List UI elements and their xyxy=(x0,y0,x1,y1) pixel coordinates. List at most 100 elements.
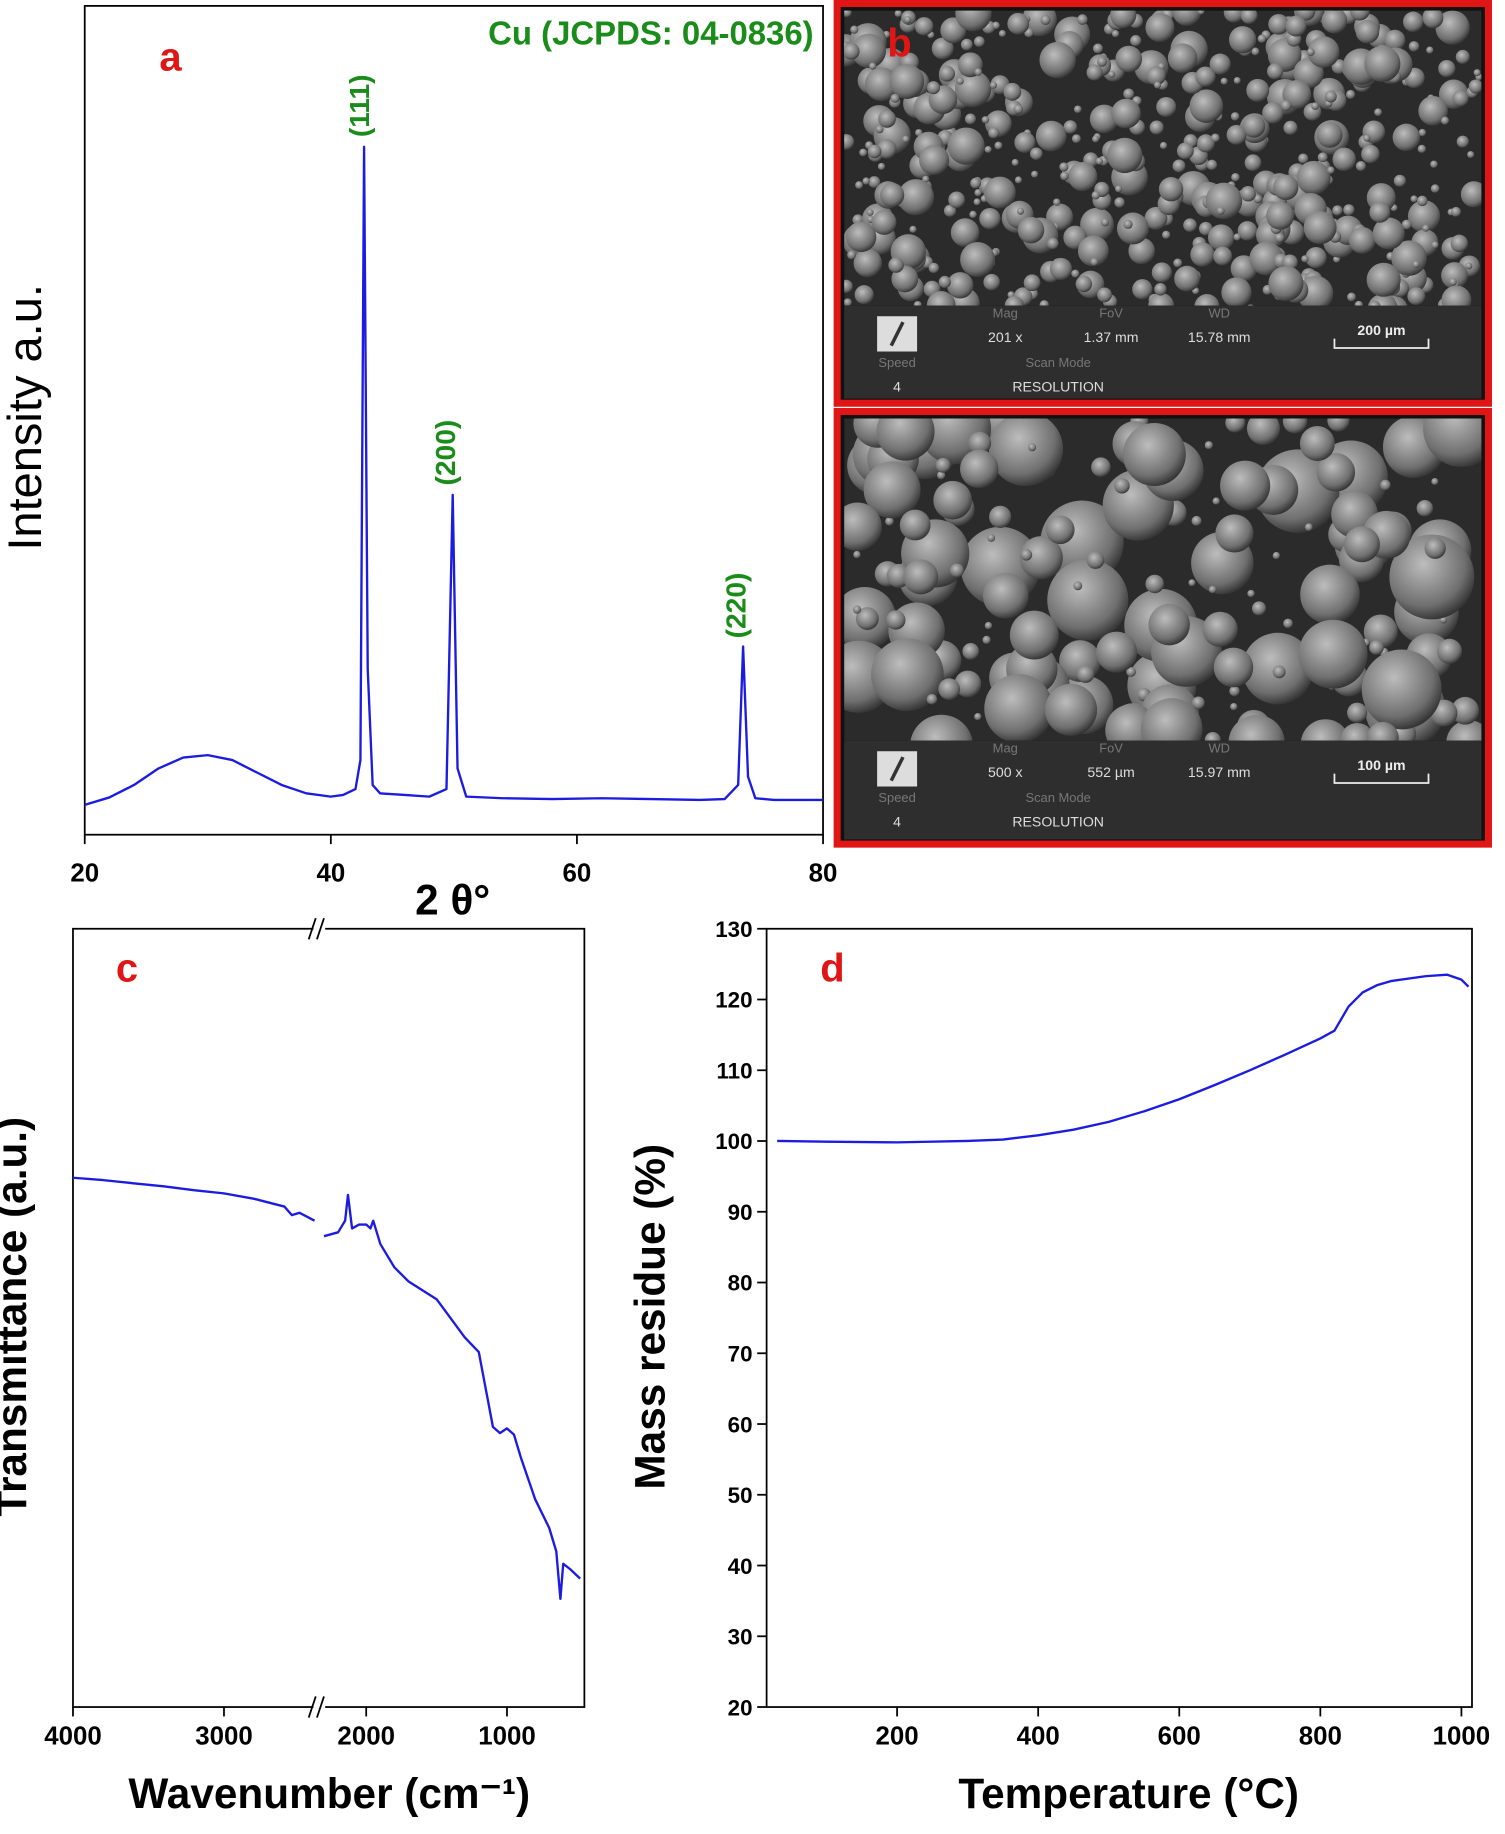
y-tick-label: 60 xyxy=(728,1412,753,1437)
sem-particle xyxy=(1343,204,1355,216)
sem-particle xyxy=(867,144,882,159)
sem-particle xyxy=(1073,581,1083,591)
sem-particle xyxy=(1347,702,1368,723)
sem-particle xyxy=(1077,14,1088,25)
sem-particle xyxy=(1092,135,1100,143)
sem-particle xyxy=(1233,76,1241,85)
sem-particle xyxy=(913,300,922,306)
sem-particle xyxy=(1035,120,1067,152)
plot-frame xyxy=(72,927,586,1708)
sem-particle xyxy=(1014,176,1023,184)
sem-field-value: 15.97 mm xyxy=(1188,764,1251,780)
sem-particle xyxy=(844,10,852,18)
sem-particle xyxy=(1430,160,1438,169)
y-tick-label: 40 xyxy=(728,1554,753,1579)
sem-particle xyxy=(1154,283,1167,296)
sem-particle xyxy=(1468,79,1482,94)
sem-particle xyxy=(1014,131,1036,153)
sem-particle xyxy=(1361,649,1442,730)
sem-particle xyxy=(1167,43,1198,73)
sem-image xyxy=(844,418,1482,741)
sem-particle xyxy=(1097,287,1112,303)
sem-particle xyxy=(1108,70,1116,78)
sem-particle xyxy=(970,177,981,189)
x-tick-label: 800 xyxy=(1299,1723,1342,1751)
sem-particle xyxy=(877,139,897,159)
sem-particle xyxy=(1251,47,1260,56)
y-tick-label: 80 xyxy=(728,1271,753,1296)
peak-label: (220) xyxy=(719,573,751,639)
sem-particle xyxy=(1393,174,1406,187)
sem-particle xyxy=(1401,219,1412,230)
sem-icon-mark xyxy=(889,756,905,782)
sem-particle xyxy=(946,272,974,299)
sem-particle xyxy=(1311,102,1319,110)
sem-particle xyxy=(853,550,861,559)
sem-particle xyxy=(1188,579,1196,587)
sem-particle xyxy=(1145,13,1175,43)
sem-particle xyxy=(1262,102,1284,124)
x-tick-label: 1000 xyxy=(1433,1723,1491,1751)
sem-particle xyxy=(1030,147,1043,161)
sem-particle xyxy=(876,418,935,461)
sem-particle xyxy=(1410,195,1418,203)
sem-info-bar xyxy=(844,740,1482,840)
sem-particle xyxy=(949,563,964,578)
sem-field-label: Speed xyxy=(878,790,915,805)
sem-particle xyxy=(855,181,864,190)
sem-particle xyxy=(885,517,894,526)
sem-particle xyxy=(844,298,852,306)
sem-particle xyxy=(1438,60,1456,78)
sem-particle xyxy=(1204,441,1213,450)
sem-particle xyxy=(973,36,985,48)
sem-particle xyxy=(1307,36,1340,68)
sem-particle xyxy=(1016,207,1025,215)
sem-particle xyxy=(903,559,939,595)
sem-particle xyxy=(852,605,862,614)
sem-particle xyxy=(1194,294,1220,306)
sem-particle xyxy=(1221,277,1252,306)
sem-field-label: Scan Mode xyxy=(1025,790,1090,805)
sem-particle xyxy=(1306,48,1315,56)
sem-particle xyxy=(938,678,961,700)
sem-particle xyxy=(1244,154,1262,172)
sem-particle xyxy=(1044,683,1098,736)
sem-particle xyxy=(1228,26,1257,54)
sem-particle xyxy=(1452,90,1469,107)
sem-particle xyxy=(1417,144,1426,154)
sem-particle xyxy=(1229,685,1240,697)
sem-particle xyxy=(864,67,899,102)
sem-particle xyxy=(981,116,990,124)
sem-particle xyxy=(1347,292,1356,302)
sem-particle xyxy=(1268,265,1304,302)
data-line xyxy=(777,973,1470,1144)
sem-particle xyxy=(1176,142,1194,160)
sem-particle xyxy=(1299,426,1335,461)
sem-particle xyxy=(960,242,996,277)
sem-particle xyxy=(1190,242,1215,267)
x-tick-label: 600 xyxy=(1158,1723,1201,1751)
sem-particle xyxy=(886,610,906,630)
y-tick-label: 130 xyxy=(715,917,752,942)
sem-particle xyxy=(1115,45,1143,73)
sem-particle xyxy=(1096,631,1138,673)
x-tick-label: 2000 xyxy=(337,1723,395,1751)
sem-particle xyxy=(850,25,859,34)
sem-particle xyxy=(1039,41,1076,79)
sem-particle xyxy=(1266,201,1295,230)
sem-field-value: 4 xyxy=(893,813,901,829)
sem-particle xyxy=(1249,241,1283,276)
sem-particle xyxy=(1283,120,1298,135)
sem-particle xyxy=(1423,418,1482,468)
sem-particle xyxy=(1354,300,1363,306)
sem-particle xyxy=(1274,232,1285,243)
sem-particle xyxy=(1013,104,1024,114)
sem-particle xyxy=(1431,478,1439,486)
panel-label: c xyxy=(116,947,138,991)
sem-particle xyxy=(1174,265,1200,292)
y-tick-label: 120 xyxy=(715,988,752,1013)
sem-particle xyxy=(1159,141,1168,150)
sem-particle xyxy=(1369,201,1391,223)
sem-particle xyxy=(998,30,1006,38)
